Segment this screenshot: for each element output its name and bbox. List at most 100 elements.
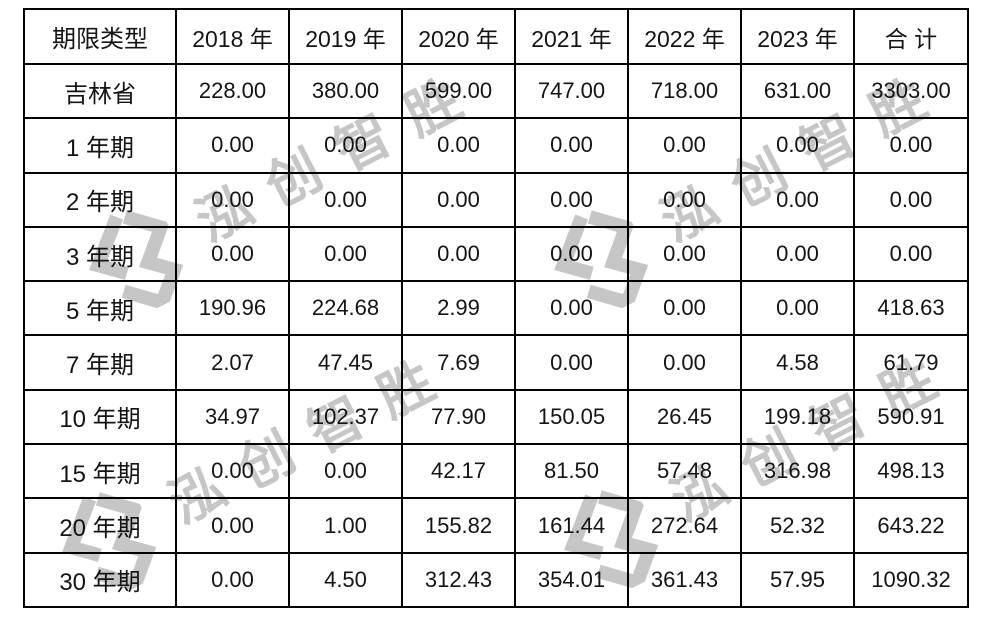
column-header: 期限类型 <box>23 8 177 65</box>
row-label-cell: 5 年期 <box>23 280 177 337</box>
column-header: 2022 年 <box>627 8 742 65</box>
table-row: 5 年期 190.96 224.68 2.99 0.00 0.00 0.00 418.63 <box>23 280 969 337</box>
table-cell: 0.00 <box>288 117 403 174</box>
table-row: 15 年期 0.00 0.00 42.17 81.50 57.48 316.98 498.13 <box>23 443 969 500</box>
table-cell: 228.00 <box>175 62 290 120</box>
table-cell: 0.00 <box>627 171 742 228</box>
table-cell: 0.00 <box>627 225 742 283</box>
table-cell: 1090.32 <box>853 551 969 609</box>
row-label-cell: 7 年期 <box>23 334 177 391</box>
table-cell: 0.00 <box>853 225 969 283</box>
table-cell: 0.00 <box>175 551 290 609</box>
table-cell: 2.07 <box>175 334 290 391</box>
table-cell: 0.00 <box>288 225 403 283</box>
table-cell: 1.00 <box>288 497 403 554</box>
table-cell: 161.44 <box>514 497 629 554</box>
row-label-cell: 15 年期 <box>23 443 177 500</box>
table-cell: 0.00 <box>627 280 742 337</box>
table-cell: 0.00 <box>740 171 855 228</box>
table-cell: 26.45 <box>627 388 742 446</box>
table-cell: 0.00 <box>175 117 290 174</box>
table-cell: 61.79 <box>853 334 969 391</box>
table-row: 吉林省 228.00 380.00 599.00 747.00 718.00 631.00 3… <box>23 62 969 120</box>
table-cell: 52.32 <box>740 497 855 554</box>
table-cell: 7.69 <box>401 334 516 391</box>
table-cell: 599.00 <box>401 62 516 120</box>
table-cell: 643.22 <box>853 497 969 554</box>
row-label-cell: 10 年期 <box>23 388 177 446</box>
table-cell: 0.00 <box>175 225 290 283</box>
table-cell: 0.00 <box>853 171 969 228</box>
table-row: 20 年期 0.00 1.00 155.82 161.44 272.64 52.32 643.… <box>23 497 969 554</box>
row-label-cell: 2 年期 <box>23 171 177 228</box>
column-header: 2020 年 <box>401 8 516 65</box>
table-cell: 0.00 <box>514 117 629 174</box>
table-cell: 2.99 <box>401 280 516 337</box>
row-label-cell: 20 年期 <box>23 497 177 554</box>
table-cell: 0.00 <box>175 171 290 228</box>
table-cell: 380.00 <box>288 62 403 120</box>
table-cell: 224.68 <box>288 280 403 337</box>
term-type-table: 期限类型 2018 年 2019 年 2020 年 2021 年 2022 年 2023 年… <box>23 8 969 609</box>
table-cell: 150.05 <box>514 388 629 446</box>
table-cell: 272.64 <box>627 497 742 554</box>
table-cell: 4.58 <box>740 334 855 391</box>
table-cell: 57.48 <box>627 443 742 500</box>
table-row: 3 年期 0.00 0.00 0.00 0.00 0.00 0.00 0.00 <box>23 225 969 283</box>
table-cell: 155.82 <box>401 497 516 554</box>
table-cell: 4.50 <box>288 551 403 609</box>
table-cell: 0.00 <box>740 117 855 174</box>
table-cell: 0.00 <box>740 225 855 283</box>
table-row: 1 年期 0.00 0.00 0.00 0.00 0.00 0.00 0.00 <box>23 117 969 174</box>
table-cell: 312.43 <box>401 551 516 609</box>
row-label-cell: 吉林省 <box>23 62 177 120</box>
table-cell: 0.00 <box>401 117 516 174</box>
table-cell: 0.00 <box>175 443 290 500</box>
column-header: 2018 年 <box>175 8 290 65</box>
table-cell: 498.13 <box>853 443 969 500</box>
table-cell: 316.98 <box>740 443 855 500</box>
table-cell: 0.00 <box>401 225 516 283</box>
row-label-cell: 3 年期 <box>23 225 177 283</box>
table-cell: 747.00 <box>514 62 629 120</box>
table-cell: 199.18 <box>740 388 855 446</box>
table-cell: 77.90 <box>401 388 516 446</box>
table-cell: 3303.00 <box>853 62 969 120</box>
table-cell: 0.00 <box>514 280 629 337</box>
column-header: 合 计 <box>853 8 969 65</box>
column-header: 2023 年 <box>740 8 855 65</box>
table-row: 2 年期 0.00 0.00 0.00 0.00 0.00 0.00 0.00 <box>23 171 969 228</box>
table-cell: 47.45 <box>288 334 403 391</box>
table-row: 7 年期 2.07 47.45 7.69 0.00 0.00 4.58 61.79 <box>23 334 969 391</box>
table-cell: 0.00 <box>514 171 629 228</box>
table-cell: 0.00 <box>175 497 290 554</box>
column-header: 2019 年 <box>288 8 403 65</box>
table-cell: 0.00 <box>514 334 629 391</box>
row-label-cell: 30 年期 <box>23 551 177 609</box>
row-label-cell: 1 年期 <box>23 117 177 174</box>
table-cell: 0.00 <box>627 334 742 391</box>
table-cell: 0.00 <box>288 443 403 500</box>
table-cell: 361.43 <box>627 551 742 609</box>
table-cell: 81.50 <box>514 443 629 500</box>
table-body: 吉林省 228.00 380.00 599.00 747.00 718.00 631.00 3… <box>23 62 969 609</box>
table-cell: 102.37 <box>288 388 403 446</box>
table-cell: 190.96 <box>175 280 290 337</box>
header-row: 期限类型 2018 年 2019 年 2020 年 2021 年 2022 年 2023 年… <box>23 8 969 65</box>
table-cell: 631.00 <box>740 62 855 120</box>
table-cell: 0.00 <box>627 117 742 174</box>
table-row: 10 年期 34.97 102.37 77.90 150.05 26.45 199.18 59… <box>23 388 969 446</box>
table-cell: 0.00 <box>853 117 969 174</box>
table-cell: 354.01 <box>514 551 629 609</box>
table-cell: 34.97 <box>175 388 290 446</box>
table-cell: 0.00 <box>401 171 516 228</box>
table-cell: 0.00 <box>288 171 403 228</box>
table-cell: 718.00 <box>627 62 742 120</box>
table-cell: 42.17 <box>401 443 516 500</box>
table-cell: 0.00 <box>514 225 629 283</box>
table-row: 30 年期 0.00 4.50 312.43 354.01 361.43 57.95 1090… <box>23 551 969 609</box>
table-cell: 0.00 <box>740 280 855 337</box>
table-cell: 57.95 <box>740 551 855 609</box>
column-header: 2021 年 <box>514 8 629 65</box>
